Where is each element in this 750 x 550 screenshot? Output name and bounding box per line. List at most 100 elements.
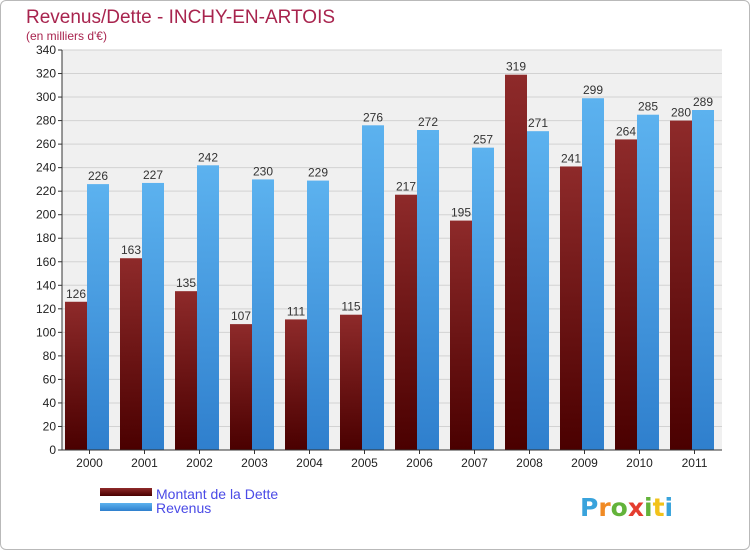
logo-letter: o bbox=[611, 493, 628, 522]
y-tick-label: 240 bbox=[36, 161, 56, 175]
data-label-dette: 163 bbox=[121, 243, 141, 257]
data-label-dette: 115 bbox=[341, 300, 360, 314]
logo-letter: i bbox=[665, 493, 674, 522]
bar-revenus bbox=[692, 110, 714, 450]
data-label-revenus: 226 bbox=[88, 169, 108, 183]
y-tick-label: 220 bbox=[36, 184, 56, 198]
y-tick-label: 200 bbox=[36, 208, 56, 222]
y-tick-label: 300 bbox=[36, 90, 56, 104]
data-label-revenus: 272 bbox=[418, 115, 438, 129]
logo-letter: x bbox=[628, 493, 644, 522]
bar-layer bbox=[65, 74, 714, 451]
x-axis: 2000 2001 2002 2003 2004 2005 2006 2007 2008 2009… bbox=[62, 449, 722, 470]
x-tick-label: 2004 bbox=[296, 456, 323, 470]
logo-letter: i bbox=[644, 493, 653, 522]
legend-swatch-debt bbox=[100, 488, 152, 496]
data-label-revenus: 271 bbox=[528, 116, 548, 130]
y-tick-label: 60 bbox=[43, 372, 57, 386]
data-label-dette: 126 bbox=[66, 287, 86, 301]
data-label-revenus: 257 bbox=[473, 133, 493, 147]
x-tick-label: 2001 bbox=[131, 456, 158, 470]
data-label-revenus: 242 bbox=[198, 150, 218, 164]
x-tick-label: 2005 bbox=[351, 456, 378, 470]
y-tick-label: 100 bbox=[36, 325, 56, 339]
bar-dette bbox=[560, 166, 582, 450]
y-axis: 0 20 40 60 80 100 120 140 160 180 200 220 240 260 280 3… bbox=[36, 43, 63, 457]
data-label-dette: 111 bbox=[287, 304, 306, 318]
y-tick-label: 40 bbox=[43, 396, 57, 410]
plot-area bbox=[62, 50, 722, 450]
x-tick-label: 2002 bbox=[186, 456, 213, 470]
bar-revenus bbox=[637, 114, 659, 451]
data-label-dette: 241 bbox=[561, 151, 581, 165]
data-label-revenus: 299 bbox=[583, 83, 603, 97]
y-tick-label: 20 bbox=[43, 419, 57, 433]
data-label-revenus: 230 bbox=[253, 164, 273, 178]
bar-revenus bbox=[527, 131, 549, 451]
y-tick-label: 0 bbox=[49, 443, 56, 457]
bar-revenus bbox=[252, 179, 274, 451]
legend: Montant de la Dette Revenus bbox=[100, 486, 278, 516]
data-label-revenus: 276 bbox=[363, 110, 383, 124]
x-tick-label: 2000 bbox=[76, 456, 103, 470]
data-label-revenus: 227 bbox=[143, 168, 163, 182]
legend-label-debt: Montant de la Dette bbox=[156, 486, 278, 502]
bar-revenus bbox=[362, 125, 384, 450]
y-tick-label: 80 bbox=[43, 349, 57, 363]
bar-revenus bbox=[472, 147, 494, 450]
data-label-dette: 319 bbox=[506, 60, 526, 74]
grid-layer bbox=[62, 49, 722, 451]
logo-letter: t bbox=[653, 493, 665, 522]
x-tick-label: 2006 bbox=[406, 456, 433, 470]
x-tick-label: 2007 bbox=[461, 456, 488, 470]
data-label-dette: 217 bbox=[396, 180, 416, 194]
bar-dette bbox=[670, 120, 692, 451]
bar-revenus bbox=[87, 184, 109, 450]
x-tick-label: 2009 bbox=[571, 456, 598, 470]
bar-dette bbox=[285, 319, 307, 450]
y-tick-label: 260 bbox=[36, 137, 56, 151]
bar-dette bbox=[230, 324, 252, 450]
chart-title: Revenus/Dette - INCHY-EN-ARTOIS bbox=[26, 7, 335, 28]
bar-dette bbox=[65, 301, 87, 450]
x-tick-label: 2010 bbox=[626, 456, 653, 470]
y-tick-label: 280 bbox=[36, 114, 56, 128]
bar-revenus bbox=[142, 182, 164, 451]
data-label-dette: 264 bbox=[616, 124, 636, 138]
logo-letter: P bbox=[580, 493, 598, 522]
proxiti-logo: Proxiti bbox=[580, 493, 673, 522]
bar-dette bbox=[120, 258, 142, 450]
chart-subtitle: (en milliers d'€) bbox=[26, 29, 107, 43]
y-tick-label: 180 bbox=[36, 231, 56, 245]
y-tick-label: 140 bbox=[36, 278, 56, 292]
bar-revenus bbox=[582, 98, 604, 450]
y-tick-label: 160 bbox=[36, 255, 56, 269]
y-tick-label: 340 bbox=[36, 43, 56, 57]
logo-letter: r bbox=[598, 493, 611, 522]
data-label-dette: 135 bbox=[176, 276, 196, 290]
x-tick-label: 2011 bbox=[682, 456, 708, 470]
data-label-dette: 195 bbox=[451, 206, 471, 220]
bar-dette bbox=[615, 139, 637, 451]
bar-dette bbox=[505, 74, 527, 451]
data-label-revenus: 229 bbox=[308, 166, 328, 180]
legend-swatch-revenus bbox=[100, 503, 152, 511]
data-label-dette: 280 bbox=[671, 106, 691, 120]
bar-dette bbox=[450, 220, 472, 450]
y-tick-label: 120 bbox=[36, 302, 56, 316]
bar-dette bbox=[395, 194, 417, 450]
legend-label-revenus: Revenus bbox=[156, 500, 211, 516]
data-label-dette: 107 bbox=[231, 309, 251, 323]
bar-revenus bbox=[197, 165, 219, 450]
bar-dette bbox=[175, 291, 197, 450]
bar-revenus bbox=[307, 180, 329, 450]
x-tick-label: 2008 bbox=[516, 456, 543, 470]
data-label-layer: 126 226 163 227 135 242 107 230 111 229 115 276 217 2… bbox=[66, 60, 713, 323]
bar-revenus bbox=[417, 130, 439, 450]
data-label-revenus: 289 bbox=[693, 95, 713, 109]
bar-dette bbox=[340, 314, 362, 450]
svg-text:Proxiti: Proxiti bbox=[580, 493, 673, 522]
x-tick-label: 2003 bbox=[241, 456, 268, 470]
y-tick-label: 320 bbox=[36, 67, 56, 81]
